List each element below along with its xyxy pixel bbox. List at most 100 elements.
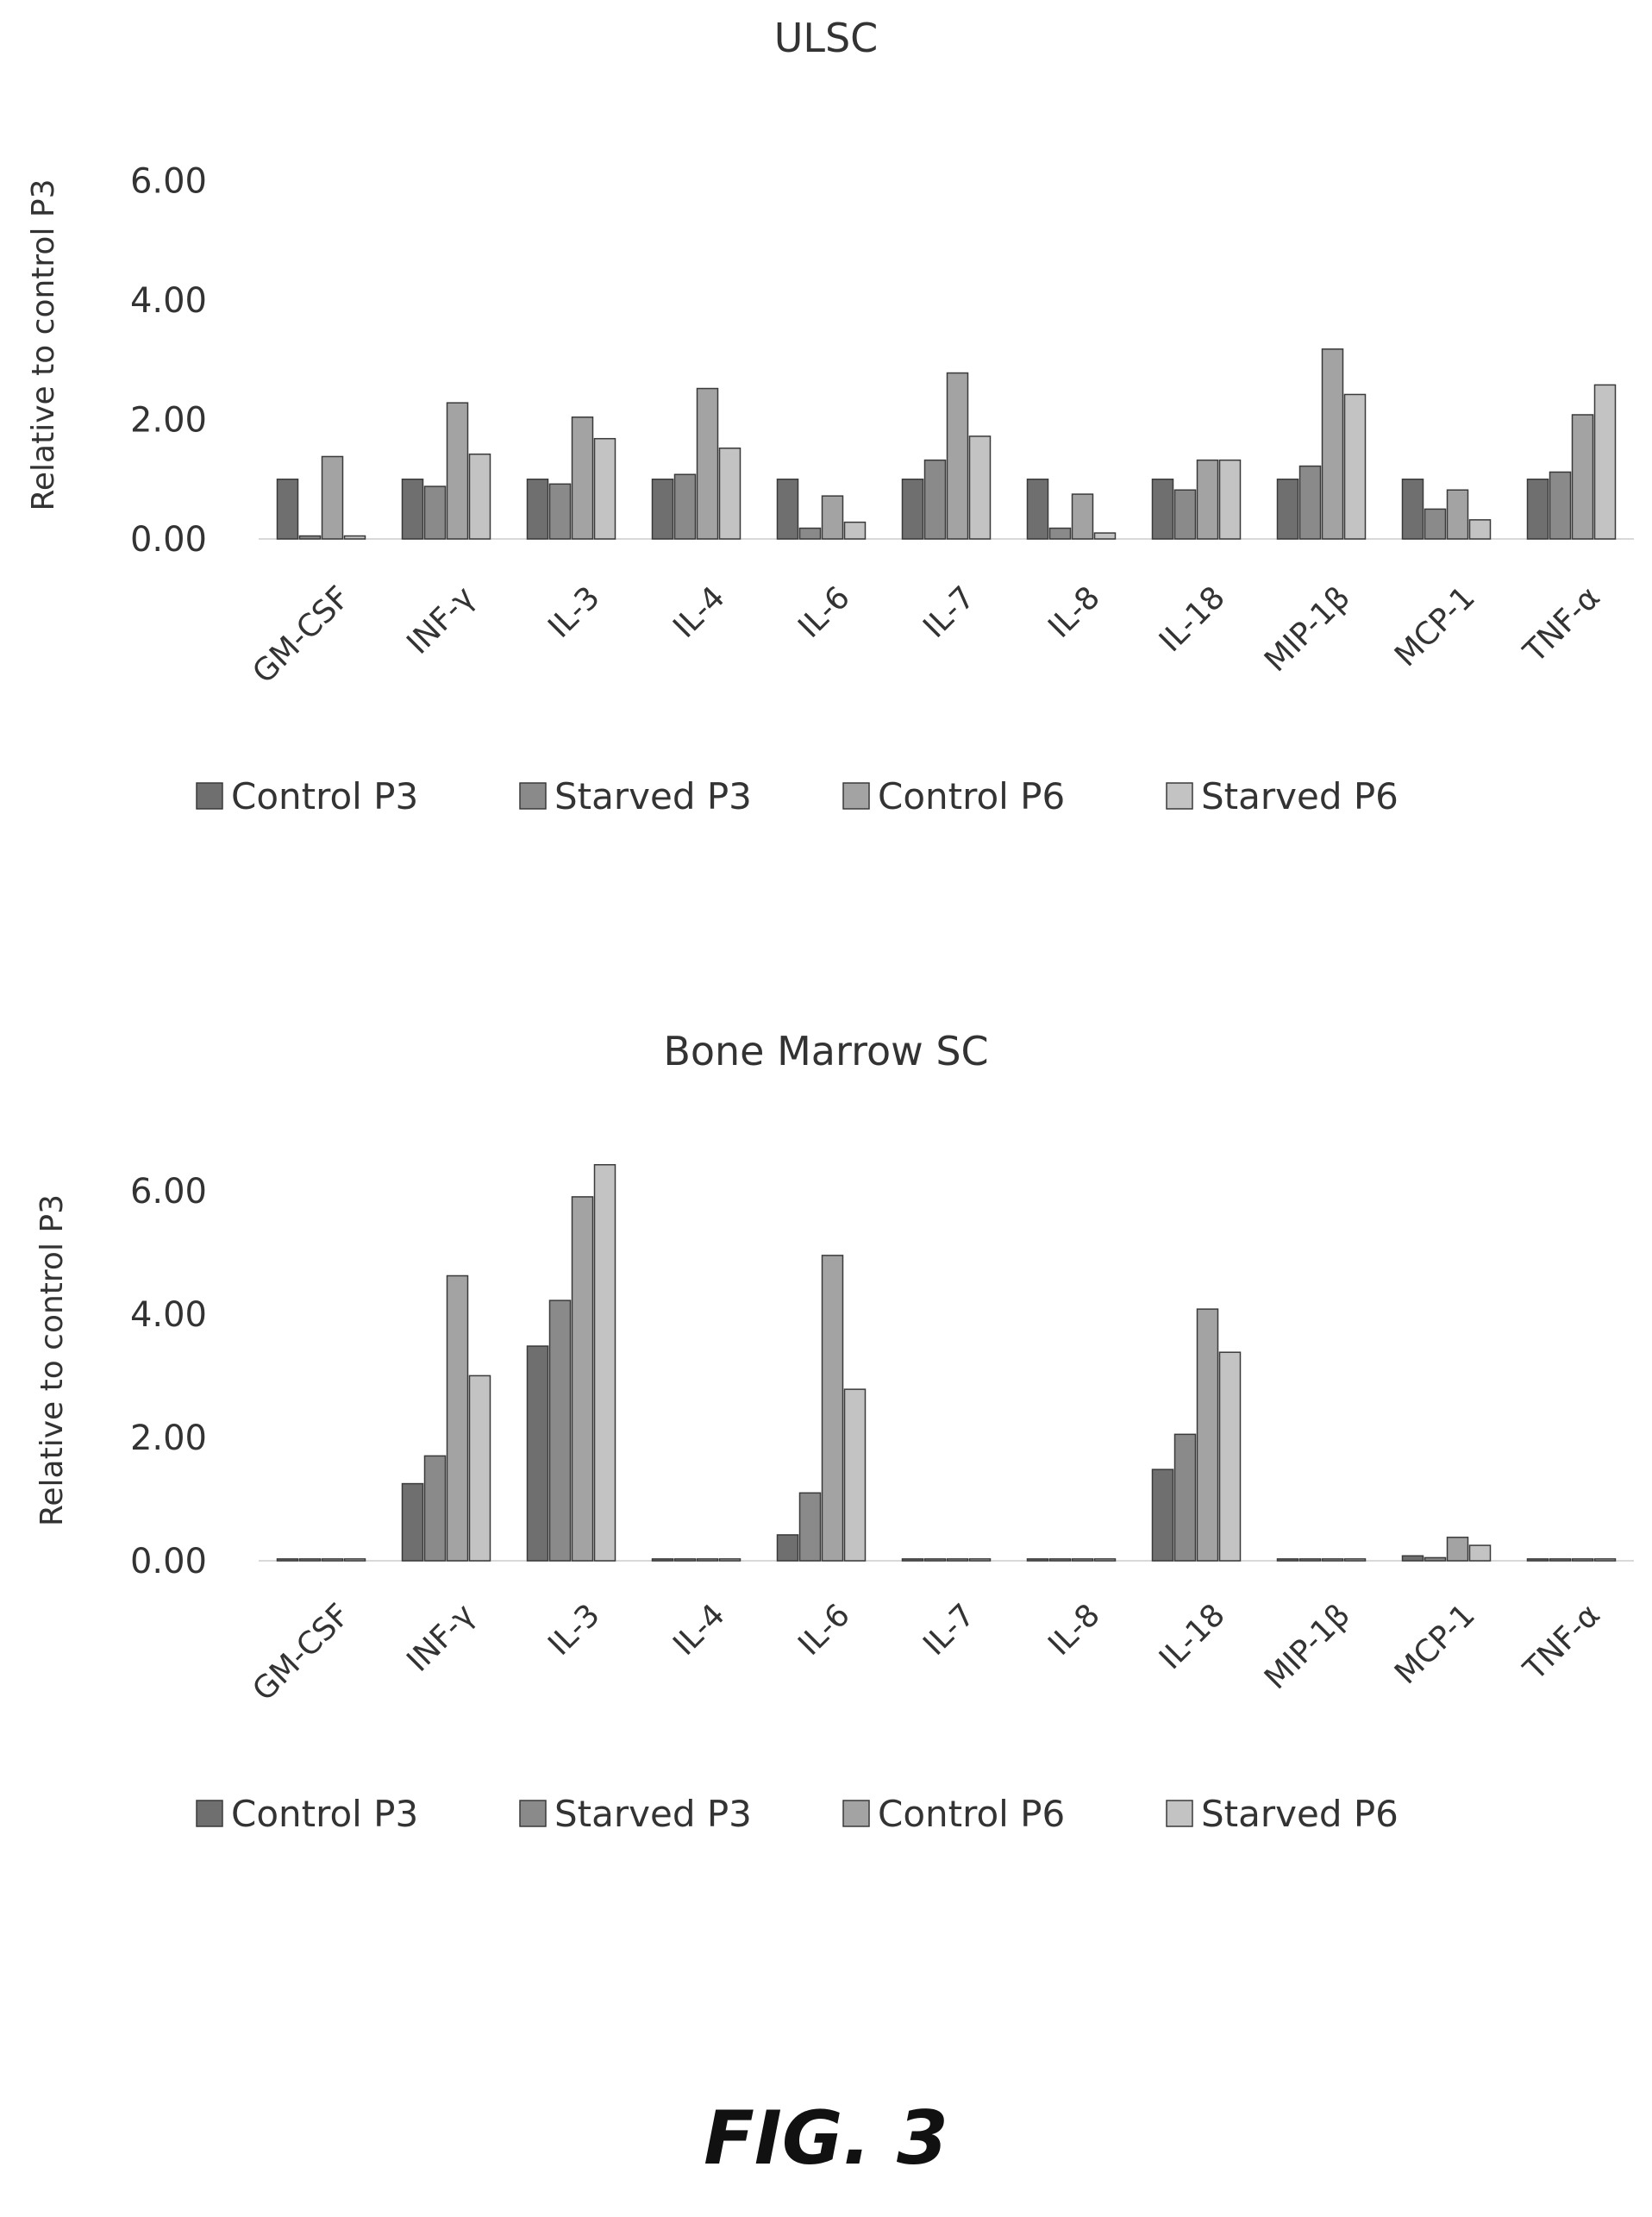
x-tick-label: IL-4 xyxy=(666,1597,732,1663)
bar xyxy=(776,479,799,540)
bar xyxy=(1151,1469,1174,1562)
bar xyxy=(673,473,697,540)
bar xyxy=(843,1388,867,1562)
figure-caption: FIG. 3 xyxy=(704,2095,948,2182)
bar xyxy=(1401,479,1424,540)
bar xyxy=(821,495,844,540)
bar xyxy=(1526,1558,1549,1562)
bar xyxy=(1276,1558,1299,1562)
bar xyxy=(1424,508,1447,540)
bar xyxy=(1468,519,1492,540)
y-tick-label: 0.00 xyxy=(130,520,207,560)
legend-swatch xyxy=(196,782,223,810)
legend-label: Control P3 xyxy=(231,1793,418,1835)
bar xyxy=(901,479,924,540)
bar xyxy=(321,1558,344,1562)
bar xyxy=(946,372,969,540)
bar xyxy=(468,453,491,540)
x-tick-label: IL-18 xyxy=(1153,1597,1232,1676)
bar xyxy=(718,1558,742,1562)
bar xyxy=(468,1375,491,1562)
x-tick-label: IL-4 xyxy=(666,579,732,645)
legend-label: Starved P3 xyxy=(554,1793,752,1835)
bar xyxy=(548,1300,572,1562)
legend-swatch xyxy=(1166,782,1193,810)
bar xyxy=(401,1482,424,1562)
y-tick-label: 6.00 xyxy=(130,162,207,202)
bar xyxy=(321,455,344,540)
x-tick-label: IL-6 xyxy=(792,1597,857,1663)
bar xyxy=(1048,1558,1072,1562)
chart-title: ULSC xyxy=(774,15,879,61)
x-tick-label: GM-CSF xyxy=(246,1597,356,1707)
bar xyxy=(423,1455,447,1562)
bar xyxy=(548,483,572,540)
bar xyxy=(1173,489,1197,540)
bar xyxy=(1026,1558,1049,1562)
bar xyxy=(1218,1351,1242,1562)
bar xyxy=(821,1255,844,1562)
legend-label: Control P6 xyxy=(878,775,1065,817)
bar xyxy=(968,435,992,540)
bar xyxy=(673,1558,697,1562)
bar xyxy=(798,1492,822,1562)
bar xyxy=(651,1558,674,1562)
bar xyxy=(1298,465,1322,540)
bar xyxy=(1093,532,1117,540)
bar xyxy=(1549,471,1572,540)
x-tick-label: IL-6 xyxy=(792,579,857,645)
chart-ulsc: ULSC Relative to control P3 0.00 2.00 4.00 6.… xyxy=(26,15,1634,817)
legend-label: Starved P6 xyxy=(1201,775,1399,817)
x-tick-label: IL-7 xyxy=(917,579,982,645)
bar xyxy=(1321,1558,1344,1562)
bar xyxy=(526,1345,549,1562)
bar xyxy=(696,387,719,540)
x-tick-label: GM-CSF xyxy=(246,579,356,690)
y-axis-label: Relative to control P3 xyxy=(34,1194,70,1526)
x-tick-label: MCP-1 xyxy=(1388,579,1482,673)
bar xyxy=(1196,1308,1219,1562)
legend-swatch xyxy=(519,1800,547,1827)
bar xyxy=(1321,348,1344,540)
bar xyxy=(1593,1558,1617,1562)
bar xyxy=(651,479,674,540)
bar xyxy=(343,535,366,540)
x-tick-label: INF-γ xyxy=(400,579,481,661)
bar xyxy=(571,416,594,540)
bar xyxy=(901,1558,924,1562)
chart-title: Bone Marrow SC xyxy=(663,1028,988,1074)
bar xyxy=(593,1163,616,1562)
bar xyxy=(593,437,616,540)
bar xyxy=(298,1558,322,1562)
x-tick-label: TNF-α xyxy=(1517,579,1607,670)
bar xyxy=(1071,1558,1094,1562)
x-tick-label: IL-8 xyxy=(1042,1597,1107,1663)
bar xyxy=(1093,1558,1117,1562)
bar xyxy=(798,527,822,540)
bar xyxy=(1343,393,1367,540)
bar xyxy=(446,402,469,540)
bar xyxy=(1173,1433,1197,1562)
bar xyxy=(1446,1537,1469,1562)
bar xyxy=(843,521,867,540)
bar xyxy=(1048,527,1072,540)
y-tick-label: 4.00 xyxy=(130,1295,207,1335)
y-axis-label: Relative to control P3 xyxy=(26,178,61,510)
bar xyxy=(776,1534,799,1562)
x-tick-label: MCP-1 xyxy=(1388,1597,1482,1691)
bar xyxy=(1446,489,1469,540)
legend-label: Starved P3 xyxy=(554,775,752,817)
bar xyxy=(696,1558,719,1562)
bar xyxy=(571,1196,594,1562)
y-tick-label: 2.00 xyxy=(130,401,207,441)
x-tick-label: IL-3 xyxy=(541,579,607,645)
chart-bone-marrow-sc: Bone Marrow SC Relative to control P3 0.00… xyxy=(34,1028,1634,1835)
bar xyxy=(1468,1544,1492,1562)
bar xyxy=(276,1558,299,1562)
bar xyxy=(401,479,424,540)
bar xyxy=(718,448,742,540)
x-tick-label: INF-γ xyxy=(400,1597,481,1678)
bar xyxy=(1571,414,1594,540)
bar xyxy=(1026,479,1049,540)
